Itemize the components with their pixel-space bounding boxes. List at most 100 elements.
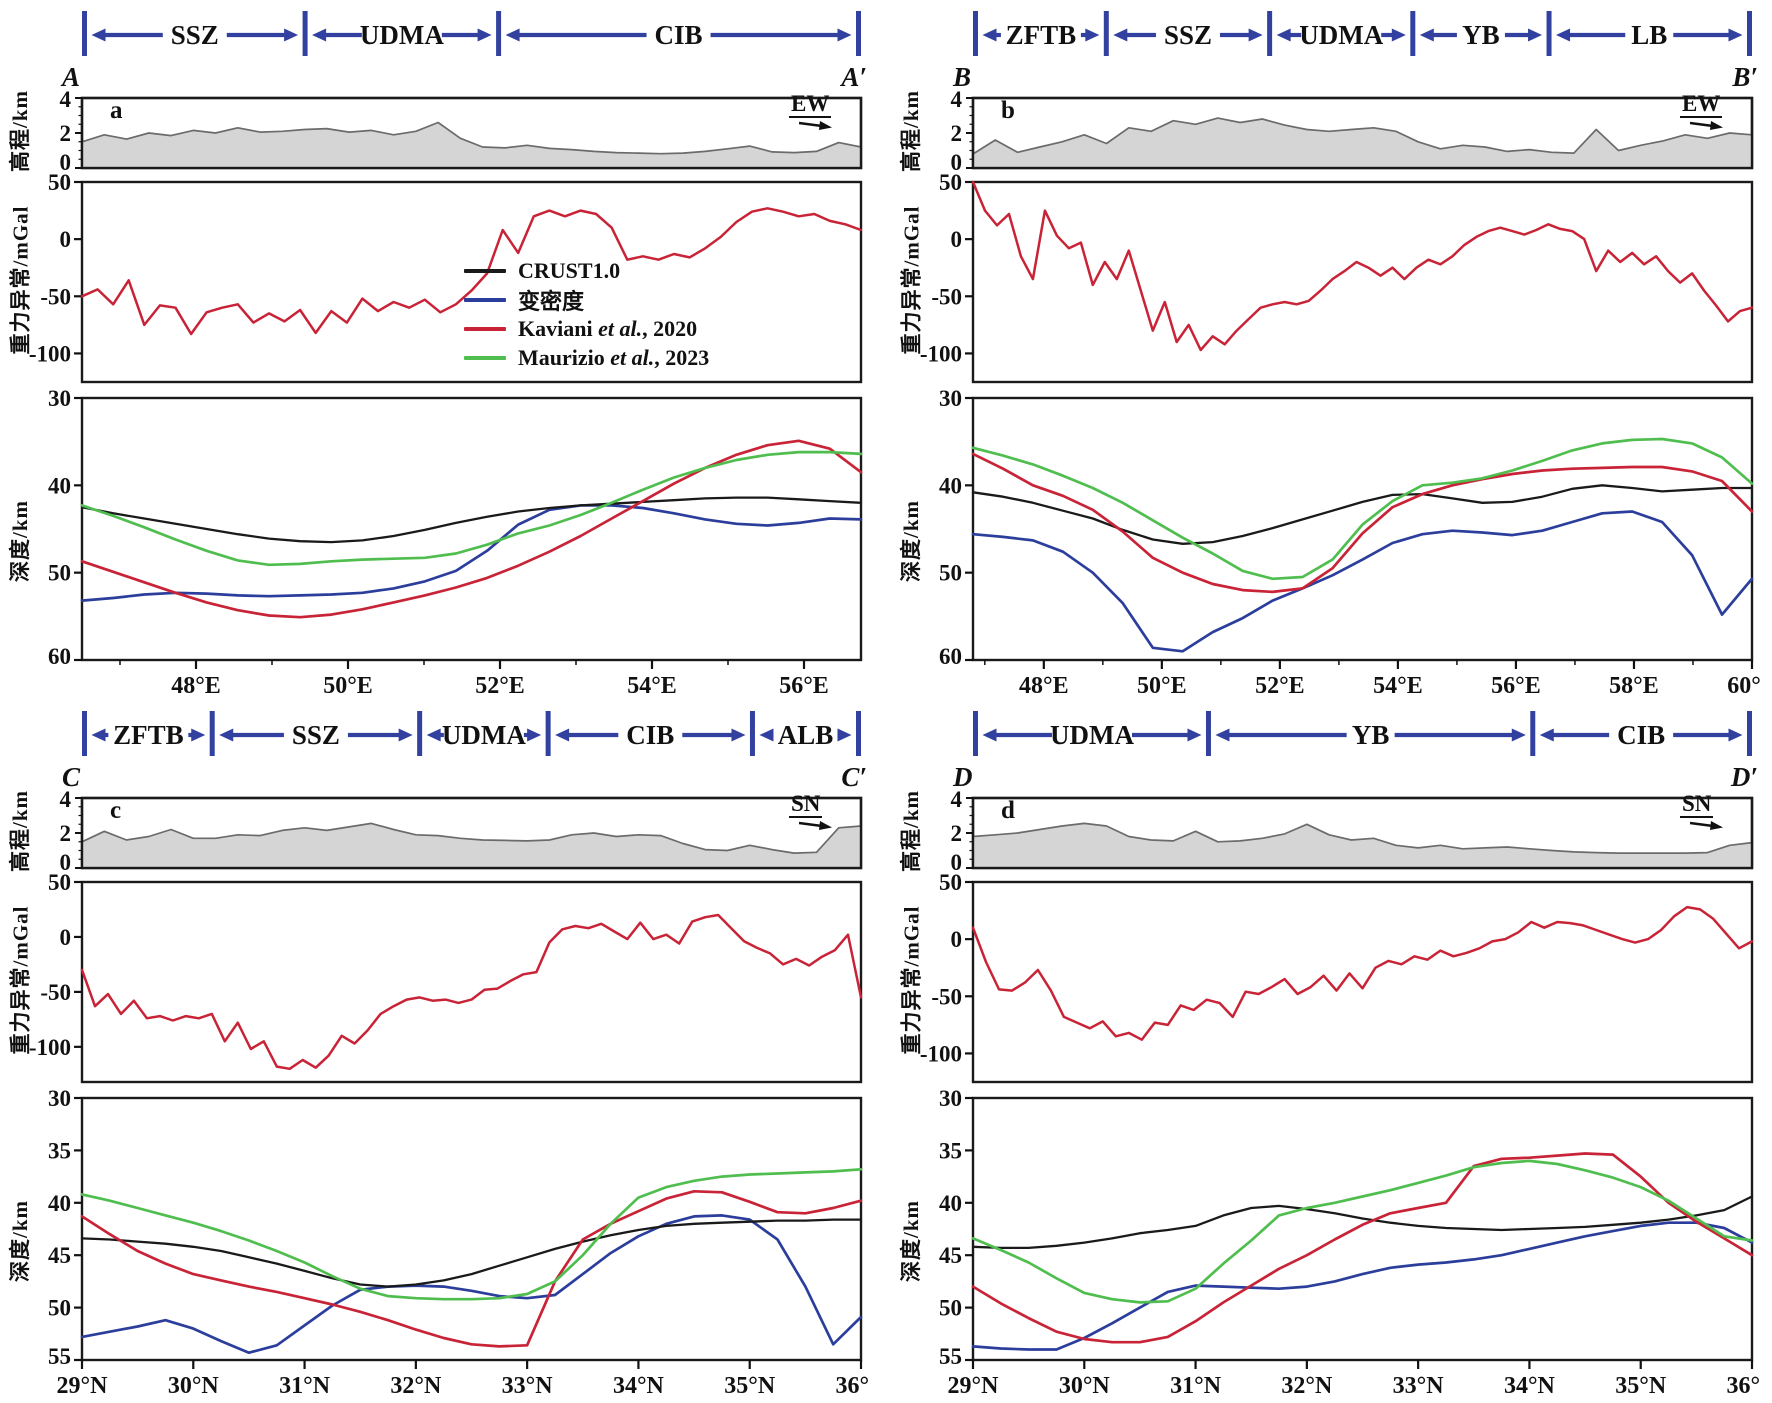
gravity-plot: 50 0 -50 -100 重力异常/mGal CRUST1.0 变密度 Kaviani … (4, 172, 869, 388)
depth-curve-3 (80, 439, 863, 619)
svg-text:50: 50 (939, 561, 962, 586)
svg-text:4: 4 (951, 790, 963, 812)
svg-text:0: 0 (60, 227, 72, 252)
svg-text:36°N: 36°N (836, 1373, 869, 1394)
svg-text:4: 4 (951, 90, 963, 112)
direction-arrow-icon (1690, 820, 1723, 830)
svg-text:2: 2 (951, 121, 963, 146)
svg-text:30: 30 (48, 1088, 71, 1111)
svg-text:50: 50 (939, 1295, 962, 1320)
terrain-line (972, 117, 1753, 155)
depth-curve-4 (971, 1159, 1754, 1304)
profile-endpoints: C C′ (4, 760, 869, 790)
gravity-curve (971, 180, 1754, 352)
depth-curve-1 (971, 1194, 1754, 1249)
depth-chart: 30 40 50 60 48°E 50°E 52°E 54°E 56°E (48, 388, 863, 694)
svg-text:29°N: 29°N (57, 1373, 109, 1394)
profile-endpoints: A A′ (4, 60, 869, 91)
panel-letter: c (110, 796, 122, 824)
svg-text:29°N: 29°N (948, 1373, 1000, 1394)
zone-bar: UDMA YB CIB (895, 706, 1760, 760)
svg-text:34°N: 34°N (613, 1373, 665, 1394)
profile-start-label: C (62, 761, 81, 792)
depth-curve-1 (971, 484, 1754, 545)
direction-arrow-icon (799, 121, 832, 130)
legend-swatch (464, 355, 506, 360)
depth-curve-3 (80, 1189, 863, 1348)
svg-text:4: 4 (60, 90, 72, 112)
svg-text:60°E: 60°E (1727, 673, 1760, 694)
svg-text:30: 30 (939, 1088, 962, 1111)
svg-text:-50: -50 (931, 984, 962, 1009)
profile-end-label: B′ (1732, 62, 1758, 92)
depth-curve-4 (80, 450, 863, 567)
svg-text:UDMA: UDMA (1299, 20, 1383, 50)
profile-start-label: D (953, 761, 973, 792)
svg-text:2: 2 (60, 821, 72, 846)
zone-bar: ZFTB SSZ UDMA CIB ALB (4, 706, 869, 760)
gravity-curve (80, 913, 863, 1070)
svg-text:2: 2 (951, 821, 963, 846)
zone-bar-chart: UDMA YB CIB (973, 710, 1752, 756)
svg-text:48°E: 48°E (171, 673, 221, 694)
svg-text:CIB: CIB (626, 720, 674, 750)
legend-item: Maurizio et al., 2023 (464, 343, 709, 372)
svg-text:-50: -50 (40, 284, 71, 309)
svg-text:0: 0 (60, 150, 72, 172)
svg-text:ALB: ALB (778, 720, 834, 750)
profile-start-label: B (953, 62, 972, 92)
svg-text:CIB: CIB (655, 20, 703, 50)
svg-text:60: 60 (939, 644, 962, 669)
svg-text:52°E: 52°E (1255, 673, 1305, 694)
svg-text:CIB: CIB (1617, 720, 1665, 750)
svg-text:55: 55 (939, 1344, 962, 1369)
legend-label: 变密度 (518, 288, 585, 314)
gravity-plot: 50 0 -50 -100 重力异常/mGal (4, 872, 869, 1088)
depth-curve-2 (80, 1213, 863, 1354)
depth-chart: 30 35 40 45 50 55 29°N 30°N 31°N 32°N 33°N 34°N 35°N… (939, 1088, 1760, 1394)
svg-text:30: 30 (48, 388, 71, 411)
direction-label: EW (789, 92, 833, 132)
gravity-curve (971, 905, 1754, 1041)
svg-text:32°N: 32°N (390, 1373, 442, 1394)
svg-text:50°E: 50°E (323, 673, 373, 694)
terrain-area (973, 118, 1752, 168)
svg-text:54°E: 54°E (627, 673, 677, 694)
direction-label: SN (1680, 792, 1724, 832)
svg-text:SSZ: SSZ (292, 720, 340, 750)
svg-text:30°N: 30°N (168, 1373, 220, 1394)
terrain-line (81, 822, 862, 854)
terrain-area (82, 822, 861, 868)
depth-curve-4 (971, 437, 1754, 581)
gravity-chart: 50 0 -50 -100 (920, 172, 1754, 384)
depth-plot: 30 40 50 60 48°E 50°E 52°E 54°E 56°E 深度/km (4, 388, 869, 694)
elevation-chart: 0 2 4 (60, 790, 863, 872)
svg-text:40: 40 (939, 473, 962, 498)
svg-text:50: 50 (48, 872, 71, 895)
svg-text:56°E: 56°E (779, 673, 829, 694)
gravity-plot: 50 0 -50 -100 重力异常/mGal (895, 172, 1760, 388)
svg-text:-100: -100 (29, 1034, 71, 1059)
svg-text:50: 50 (939, 172, 962, 195)
zone-bar: SSZ UDMA CIB (4, 6, 869, 60)
svg-text:YB: YB (1352, 720, 1390, 750)
direction-label: EW (1680, 92, 1724, 132)
svg-text:UDMA: UDMA (1050, 720, 1134, 750)
depth-curve-1 (80, 496, 863, 544)
direction-arrow-icon (1690, 121, 1723, 130)
depth-curve-3 (971, 1151, 1754, 1344)
legend-label: Kaviani et al., 2020 (518, 315, 698, 341)
svg-text:31°N: 31°N (279, 1373, 331, 1394)
depth-curve-4 (80, 1167, 863, 1301)
gravity-plot: 50 0 -50 -100 重力异常/mGal (895, 872, 1760, 1088)
zone-bar-chart: ZFTB SSZ UDMA YB LB (973, 11, 1752, 56)
svg-text:33°N: 33°N (1393, 1373, 1445, 1394)
legend: CRUST1.0 变密度 Kaviani et al., 2020 Maurizio … (464, 256, 709, 372)
terrain-area (973, 822, 1752, 868)
svg-text:40: 40 (939, 1190, 962, 1215)
